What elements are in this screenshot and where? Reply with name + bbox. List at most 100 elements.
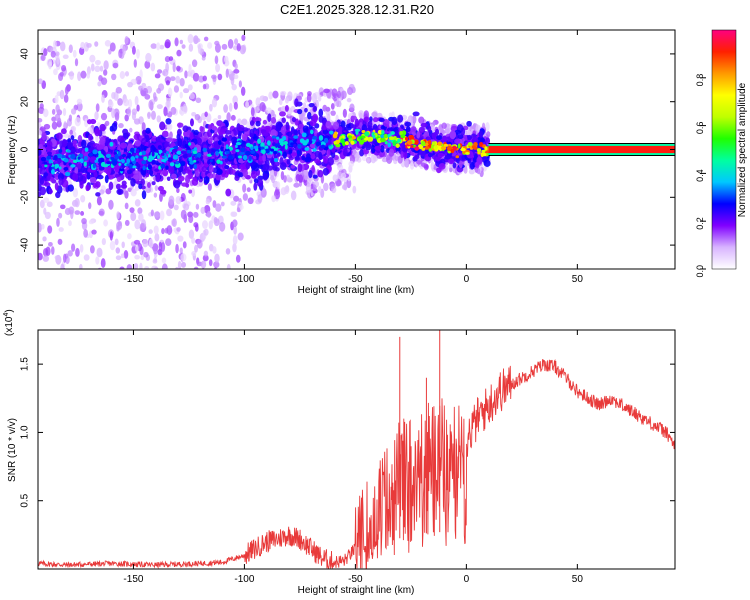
spectrogram-speckle <box>84 118 89 128</box>
spectrogram-speckle <box>194 244 199 253</box>
spectrogram-core-point <box>384 141 388 145</box>
spectrogram-speckle <box>115 247 121 254</box>
spectrogram-speckle <box>167 87 173 98</box>
spectrogram-band-point <box>420 122 428 128</box>
colorbar-label: Normalized spectral amplitude <box>737 82 748 217</box>
spectrogram-speckle <box>146 271 151 278</box>
spectrogram-speckle <box>47 225 53 234</box>
spectrogram-speckle <box>188 229 195 239</box>
spectrogram-speckle <box>115 86 123 94</box>
spectrogram-speckle <box>235 254 241 263</box>
spectrogram-speckle <box>57 238 63 245</box>
spectrogram-speckle <box>43 197 50 203</box>
spectrogram-speckle <box>86 71 91 79</box>
spectrogram-speckle <box>104 40 111 47</box>
spectrogram-speckle <box>156 115 161 123</box>
spectrogram-speckle <box>96 247 103 258</box>
spectrogram-band-point <box>318 151 323 160</box>
spectrogram-speckle <box>227 38 234 49</box>
spectrogram-band-point <box>386 127 394 132</box>
spectrogram-speckle <box>171 218 177 227</box>
spectrogram-speckle <box>126 264 133 269</box>
spectrogram-core-point <box>457 143 461 149</box>
spectrogram-band-point <box>286 158 291 165</box>
spectrogram-speckle <box>105 188 112 195</box>
spectrogram-core-point <box>94 159 98 164</box>
spectrogram-band-point <box>312 174 318 179</box>
spectrogram-speckle <box>418 116 425 124</box>
spectrogram-core-point <box>460 147 466 152</box>
spectrogram-band-point <box>232 164 238 169</box>
spectrogram-core-point <box>235 142 242 146</box>
spectrogram-speckle <box>74 197 80 208</box>
spectrogram-speckle <box>348 160 355 168</box>
spectrogram-band-point <box>67 184 75 192</box>
spectrogram-core-point <box>455 155 460 159</box>
spectrogram-band-point <box>196 144 202 153</box>
spectrogram-speckle <box>177 260 182 269</box>
spectrogram-band-point <box>89 176 97 184</box>
spectrogram-speckle <box>340 90 347 99</box>
spectrogram-core-point <box>227 154 233 160</box>
spectrogram-core-point <box>266 140 271 146</box>
spectrogram-core-point <box>392 140 396 146</box>
spectrogram-band-point <box>182 125 189 132</box>
spectrogram-speckle <box>165 100 171 109</box>
spectrogram-core-point <box>143 156 148 161</box>
spectrogram-band-point <box>61 128 67 135</box>
spectrogram-speckle <box>486 131 491 138</box>
spectrogram-speckle <box>89 245 95 254</box>
spectrogram-band-point <box>216 168 223 176</box>
spectrogram-band-point <box>436 135 443 141</box>
spectrogram-speckle <box>200 260 207 269</box>
spectrogram-speckle <box>195 97 202 104</box>
spectrogram-band-point <box>419 149 426 157</box>
spectrogram-core-point <box>347 135 353 139</box>
spectrogram-speckle <box>233 225 237 235</box>
spectrogram-speckle <box>53 40 57 49</box>
spectrogram-speckle <box>175 75 181 84</box>
spectrogram-band-point <box>237 172 244 178</box>
colorbar-ticks: 0.00.20.40.60.8 <box>695 74 706 278</box>
spectrogram-core-point <box>484 146 488 151</box>
spectrogram-x-tick-label: -100 <box>234 274 254 285</box>
spectrogram-speckle <box>127 98 133 109</box>
spectrogram-core-point <box>224 165 230 170</box>
spectrogram-speckle <box>183 203 190 211</box>
spectrogram-speckle <box>42 255 50 262</box>
spectrogram-speckle <box>245 100 250 109</box>
spectrogram-speckle <box>204 111 208 118</box>
spectrogram-core-point <box>122 154 126 158</box>
spectrogram-core-point <box>126 158 131 164</box>
spectrogram-band-point <box>193 129 199 136</box>
spectrogram-core-point <box>92 163 96 169</box>
spectrogram-band-point <box>191 178 199 186</box>
spectrogram-band-point <box>195 168 200 177</box>
spectrogram-band-point <box>454 138 461 144</box>
spectrogram-band-point <box>99 123 106 132</box>
spectrogram-core-point <box>450 148 455 154</box>
spectrogram-speckle <box>234 38 239 46</box>
spectrogram-speckle <box>53 68 58 76</box>
spectrogram-speckle <box>83 229 89 238</box>
spectrogram-speckle <box>109 42 116 52</box>
spectrogram-speckle <box>152 258 158 264</box>
spectrogram-speckle <box>102 271 105 279</box>
spectrogram-speckle <box>104 120 110 126</box>
spectrogram-band-point <box>74 166 79 175</box>
spectrogram-band-point <box>309 143 316 149</box>
spectrogram-speckle <box>80 211 85 216</box>
spectrogram-speckle <box>94 59 101 66</box>
spectrogram-speckle <box>250 107 255 117</box>
spectrogram-core-point <box>359 139 365 145</box>
spectrogram-speckle <box>103 219 108 227</box>
spectrogram-speckle <box>136 104 140 112</box>
spectrogram-speckle <box>173 85 180 93</box>
spectrogram-band-point <box>39 167 46 175</box>
spectrogram-core-point <box>275 136 280 140</box>
spectrogram-core-point <box>180 150 187 155</box>
spectrogram-speckle <box>239 45 246 55</box>
spectrogram-speckle <box>51 108 56 115</box>
spectrogram-speckle <box>202 75 207 82</box>
spectrogram-core-point <box>437 141 443 146</box>
